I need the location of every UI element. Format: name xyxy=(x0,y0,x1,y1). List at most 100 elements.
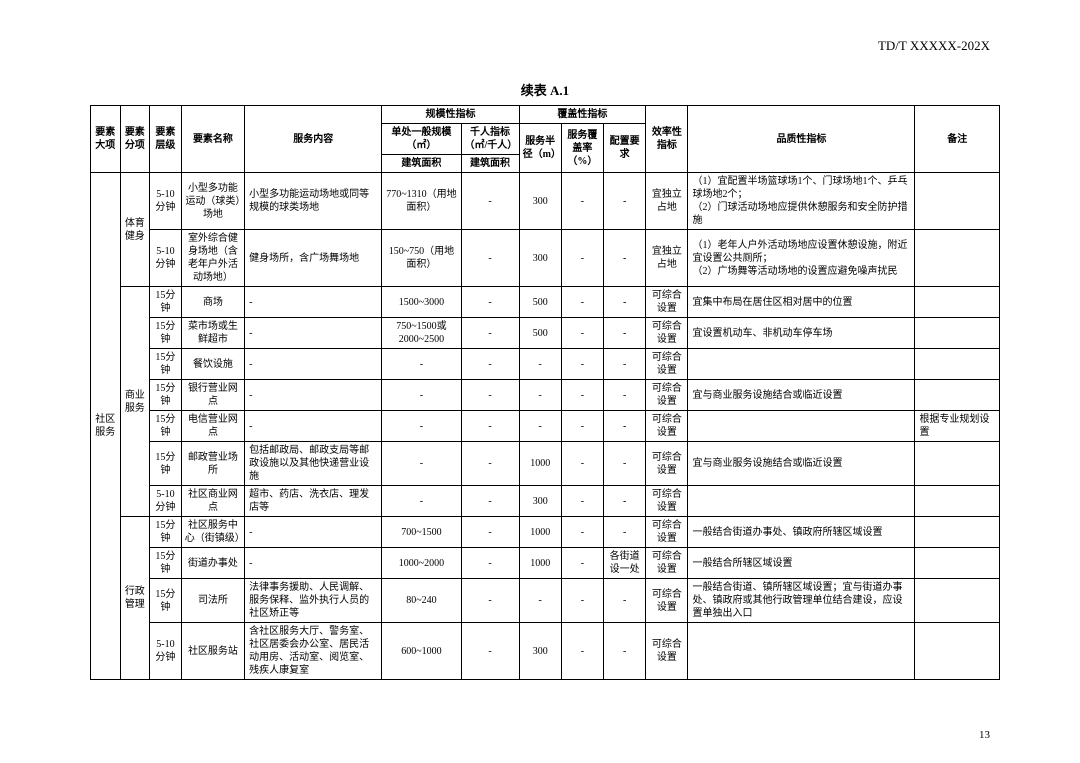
cell: 健身场所，含广场舞场地 xyxy=(245,230,382,287)
cell: - xyxy=(461,517,519,548)
cell: 可综合设置 xyxy=(646,623,688,680)
cell: - xyxy=(561,230,603,287)
cell: 600~1000 xyxy=(382,623,461,680)
cell xyxy=(915,548,1000,579)
cell: - xyxy=(561,318,603,349)
h-cover-group: 覆盖性指标 xyxy=(519,106,646,124)
h-sub: 要素分项 xyxy=(120,106,150,173)
cell: 500 xyxy=(519,287,561,318)
table-row: 15分钟餐饮设施------可综合设置 xyxy=(91,349,1000,380)
cell: 500 xyxy=(519,318,561,349)
cell: - xyxy=(519,579,561,623)
main-table: 要素大项 要素分项 要素层级 要素名称 服务内容 规模性指标 覆盖性指标 效率性… xyxy=(90,105,1000,680)
cell: - xyxy=(561,442,603,486)
cell: 15分钟 xyxy=(150,318,182,349)
cell xyxy=(915,287,1000,318)
cell: 可综合设置 xyxy=(646,318,688,349)
h-level: 要素层级 xyxy=(150,106,182,173)
h-scale-group: 规模性指标 xyxy=(382,106,519,124)
cell: - xyxy=(561,623,603,680)
h-eff: 效率性指标 xyxy=(646,106,688,173)
cell: - xyxy=(519,411,561,442)
cell: 包括邮政局、邮政支局等邮政设施以及其他快递营业设施 xyxy=(245,442,382,486)
cell xyxy=(915,318,1000,349)
cell: 15分钟 xyxy=(150,442,182,486)
cell: 可综合设置 xyxy=(646,548,688,579)
h-major: 要素大项 xyxy=(91,106,121,173)
cell: 15分钟 xyxy=(150,349,182,380)
table-row: 15分钟银行营业网点------可综合设置宜与商业服务设施结合或临近设置 xyxy=(91,380,1000,411)
cell: 行政管理 xyxy=(120,517,150,680)
cell: 街道办事处 xyxy=(181,548,244,579)
cell: - xyxy=(461,173,519,230)
table-row: 社区服务体育健身5-10分钟小型多功能运动（球类）场地小型多功能运动场地或同等规… xyxy=(91,173,1000,230)
cell: 宜集中布局在居住区相对居中的位置 xyxy=(688,287,915,318)
cell xyxy=(915,517,1000,548)
cell: - xyxy=(604,230,646,287)
cell: 根据专业规划设置 xyxy=(915,411,1000,442)
cell: 1500~3000 xyxy=(382,287,461,318)
cell: 5-10分钟 xyxy=(150,623,182,680)
cell: 社区服务 xyxy=(91,173,121,680)
h-rate: 服务覆盖率（%） xyxy=(561,124,603,173)
cell: - xyxy=(245,411,382,442)
h-name: 要素名称 xyxy=(181,106,244,173)
table-row: 5-10分钟室外综合健身场地（含老年户外活动场地）健身场所，含广场舞场地150~… xyxy=(91,230,1000,287)
cell: - xyxy=(382,380,461,411)
cell: - xyxy=(461,349,519,380)
cell: 含社区服务大厅、警务室、社区居委会办公室、居民活动用房、活动室、阅览室、残疾人康… xyxy=(245,623,382,680)
cell xyxy=(915,486,1000,517)
cell: - xyxy=(382,349,461,380)
cell: 5-10分钟 xyxy=(150,486,182,517)
cell: - xyxy=(561,287,603,318)
cell: 750~1500或2000~2500 xyxy=(382,318,461,349)
table-row: 15分钟邮政营业场所包括邮政局、邮政支局等邮政设施以及其他快递营业设施--100… xyxy=(91,442,1000,486)
cell: 1000~2000 xyxy=(382,548,461,579)
h-area2: 建筑面积 xyxy=(461,155,519,173)
cell: 15分钟 xyxy=(150,579,182,623)
h-scale-single: 单处一般规模（㎡） xyxy=(382,124,461,155)
cell: - xyxy=(245,548,382,579)
cell: - xyxy=(245,318,382,349)
cell: - xyxy=(461,486,519,517)
cell: 体育健身 xyxy=(120,173,150,287)
cell: 可综合设置 xyxy=(646,380,688,411)
cell: 15分钟 xyxy=(150,287,182,318)
cell: 室外综合健身场地（含老年户外活动场地） xyxy=(181,230,244,287)
table-row: 行政管理15分钟社区服务中心（街镇级）-700~1500-1000--可综合设置… xyxy=(91,517,1000,548)
h-content: 服务内容 xyxy=(245,106,382,173)
cell: - xyxy=(461,579,519,623)
cell: 80~240 xyxy=(382,579,461,623)
cell: 司法所 xyxy=(181,579,244,623)
h-area1: 建筑面积 xyxy=(382,155,461,173)
cell: 宜独立占地 xyxy=(646,230,688,287)
cell: 一般结合所辖区域设置 xyxy=(688,548,915,579)
table-row: 商业服务15分钟商场-1500~3000-500--可综合设置宜集中布局在居住区… xyxy=(91,287,1000,318)
cell: - xyxy=(561,411,603,442)
cell: - xyxy=(382,411,461,442)
cell: 菜市场或生鲜超市 xyxy=(181,318,244,349)
cell: - xyxy=(519,349,561,380)
cell: 可综合设置 xyxy=(646,442,688,486)
cell: 小型多功能运动场地或同等规模的球类场地 xyxy=(245,173,382,230)
cell: 电信营业网点 xyxy=(181,411,244,442)
cell: 餐饮设施 xyxy=(181,349,244,380)
cell: - xyxy=(461,411,519,442)
doc-id: TD/T XXXXX-202X xyxy=(878,38,990,54)
cell: - xyxy=(604,287,646,318)
cell: - xyxy=(561,517,603,548)
table-title: 续表 A.1 xyxy=(90,80,1000,99)
h-scale-thousand: 千人指标（㎡/千人） xyxy=(461,124,519,155)
cell: 15分钟 xyxy=(150,517,182,548)
cell: 各街道设一处 xyxy=(604,548,646,579)
h-remark: 备注 xyxy=(915,106,1000,173)
cell: - xyxy=(519,380,561,411)
cell: - xyxy=(604,442,646,486)
cell: 5-10分钟 xyxy=(150,230,182,287)
cell xyxy=(688,486,915,517)
cell: - xyxy=(604,579,646,623)
cell: - xyxy=(604,173,646,230)
cell: 宜设置机动车、非机动车停车场 xyxy=(688,318,915,349)
cell: 300 xyxy=(519,173,561,230)
h-radius: 服务半径（m） xyxy=(519,124,561,173)
